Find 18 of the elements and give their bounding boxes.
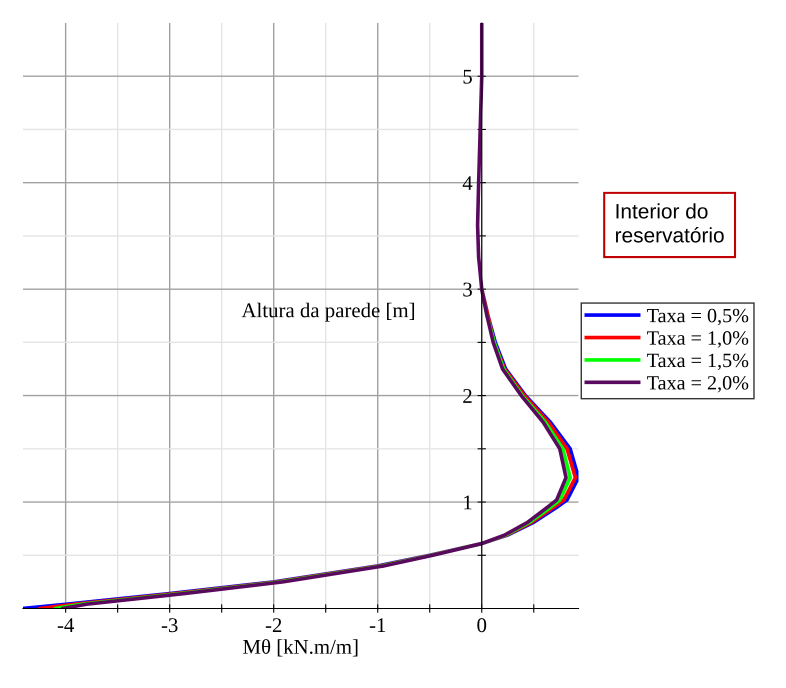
text: Interior do reservatório: [616, 203, 724, 243]
y-tick-label: 2: [463, 389, 472, 403]
y-axis-title: Altura da parede [m]: [242, 302, 414, 322]
legend-label: Taxa = 1,5%: [647, 354, 748, 370]
x-axis-title: Mθ [kN.m/m]: [243, 639, 358, 656]
y-tick-label: 5: [464, 70, 472, 84]
legend-label: Taxa = 0,5%: [647, 308, 748, 326]
legend-label: Taxa = 2,0%: [647, 376, 748, 392]
y-tick-label: 3: [463, 282, 472, 297]
y-tick-label: 1: [464, 496, 472, 510]
x-tick-label: -3: [162, 618, 178, 632]
x-tick-label: -2: [266, 618, 282, 632]
y-tick-label: 4: [462, 176, 472, 190]
x-tick-label: 0: [477, 618, 486, 632]
x-tick-label: -1: [370, 618, 386, 632]
line-series: [60, 23, 568, 608]
legend-label: Taxa = 1,0%: [647, 331, 748, 348]
x-tick-label: -4: [58, 618, 74, 632]
